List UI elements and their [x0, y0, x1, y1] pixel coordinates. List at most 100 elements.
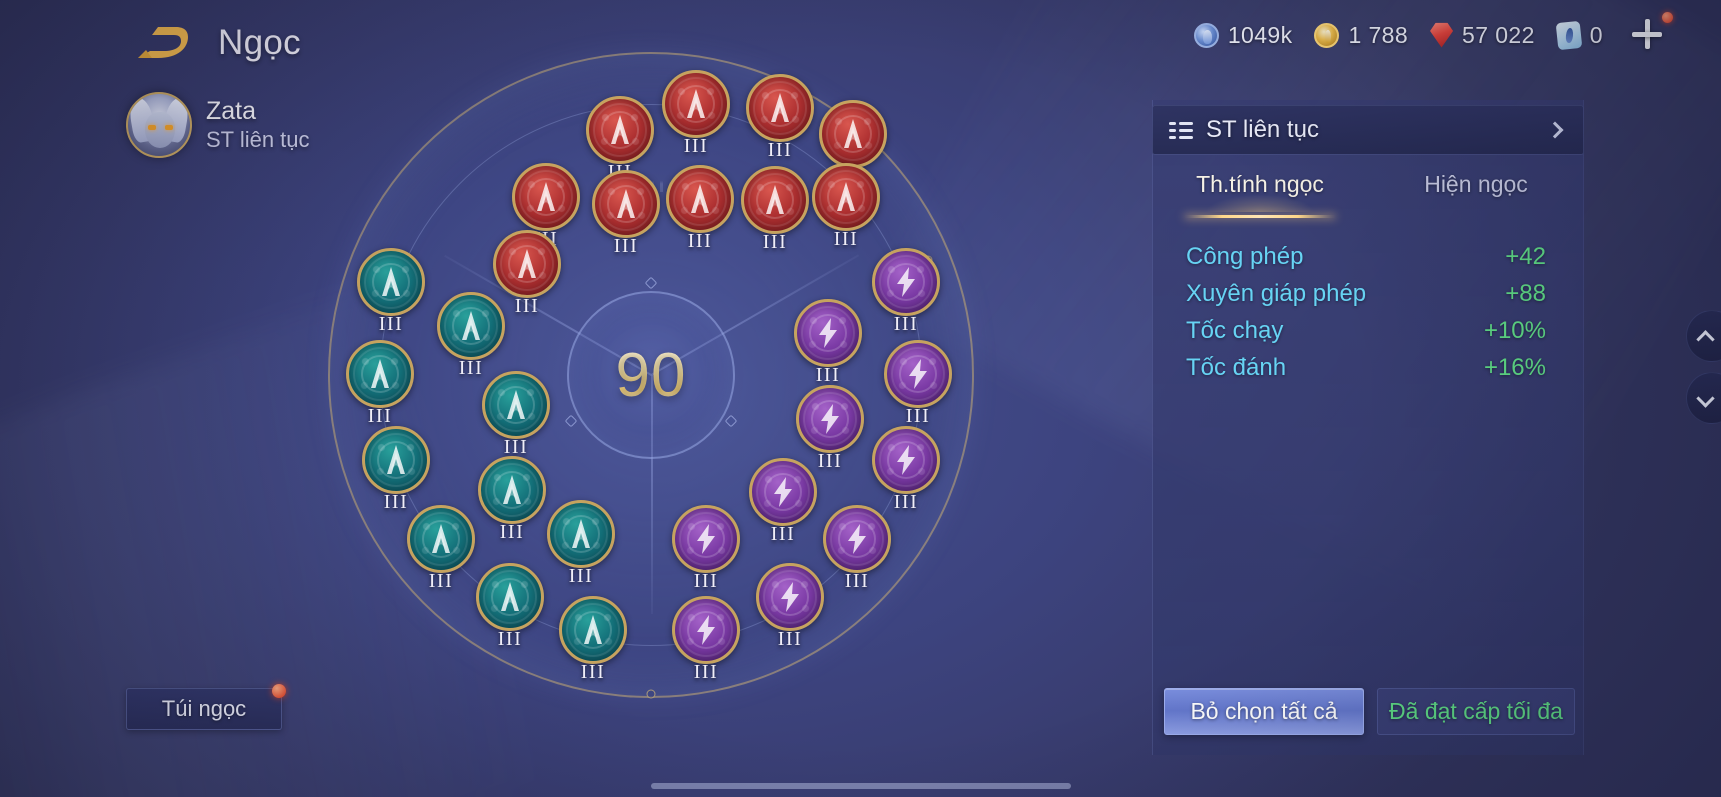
emblem-token[interactable]: III: [741, 166, 809, 253]
emblem-token-tier: III: [893, 313, 919, 335]
emblem-bag-label: Túi ngọc: [161, 696, 247, 721]
emblem-token-disc: [884, 340, 952, 408]
currency-bar: 1049k 1 788 57 022 0: [1193, 18, 1603, 52]
hero-subtitle: ST liên tục: [206, 126, 310, 152]
emblem-token[interactable]: III: [362, 426, 430, 513]
emblem-token[interactable]: III: [437, 292, 505, 379]
emblem-bag-button[interactable]: Túi ngọc: [126, 684, 286, 730]
emblem-token-disc: [662, 70, 730, 138]
stat-label: Tốc chạy: [1186, 316, 1284, 344]
panel-tabs: Th.tính ngọc Hiện ngọc: [1152, 168, 1584, 220]
hero-summary[interactable]: Zata ST liên tục: [126, 92, 310, 158]
emblem-token[interactable]: III: [586, 96, 654, 183]
stat-value: +16%: [1483, 353, 1546, 381]
tab-show-emblem[interactable]: Hiện ngọc: [1424, 171, 1528, 197]
emblem-token-disc: [672, 596, 740, 664]
emblem-token[interactable]: III: [672, 596, 740, 683]
emblem-token-pattern: [490, 379, 542, 431]
currency-battle-points[interactable]: 1049k: [1193, 22, 1293, 49]
emblem-token[interactable]: III: [756, 563, 824, 650]
emblem-level-value: 90: [615, 340, 687, 410]
emblem-token-tier: III: [693, 661, 719, 683]
attack-rune-icon: [485, 374, 547, 436]
currency-value: 57 022: [1462, 21, 1535, 48]
emblem-token-disc: [672, 505, 740, 573]
emblem-token-tier: III: [762, 231, 788, 253]
wheel-spoke: [651, 375, 653, 614]
emblem-token[interactable]: III: [407, 505, 475, 592]
emblem-token[interactable]: III: [346, 340, 414, 427]
emblem-token[interactable]: III: [592, 170, 660, 257]
emblem-token[interactable]: III: [512, 163, 580, 250]
emblem-token[interactable]: III: [746, 74, 814, 161]
attack-rune-icon: [479, 566, 541, 628]
emblem-token[interactable]: III: [884, 340, 952, 427]
emblem-token-disc: [482, 371, 550, 439]
emblem-token[interactable]: III: [796, 385, 864, 472]
emblem-token-tier: III: [378, 313, 404, 335]
currency-value: 0: [1589, 21, 1603, 48]
emblem-token-disc: [493, 230, 561, 298]
stat-row: Tốc đánh +16%: [1152, 349, 1584, 386]
emblem-token[interactable]: III: [662, 70, 730, 157]
emblem-token-tier: III: [687, 230, 713, 252]
currency-diamonds[interactable]: 57 022: [1430, 22, 1535, 49]
attack-rune-icon: [410, 508, 472, 570]
stat-value: +10%: [1483, 316, 1546, 344]
panel-header[interactable]: ST liên tục: [1152, 105, 1584, 155]
emblem-token[interactable]: III: [872, 426, 940, 513]
attack-rune-icon: [749, 77, 811, 139]
attack-rune-icon: [360, 251, 422, 313]
emblem-token[interactable]: III: [493, 230, 561, 317]
attack-rune-icon: [595, 173, 657, 235]
emblem-token[interactable]: III: [357, 248, 425, 335]
emblem-token[interactable]: III: [476, 563, 544, 650]
attack-rune-icon: [744, 169, 806, 231]
emblem-token-tier: III: [503, 436, 529, 458]
emblem-token[interactable]: III: [482, 371, 550, 458]
deselect-all-button[interactable]: Bỏ chọn tất cả: [1164, 687, 1364, 735]
emblem-token-tier: III: [770, 523, 796, 545]
emblem-token[interactable]: III: [812, 163, 880, 250]
emblem-token[interactable]: III: [749, 458, 817, 545]
emblem-token-pattern: [486, 464, 538, 516]
emblem-token-disc: [756, 563, 824, 631]
scroll-up-button[interactable]: [1686, 310, 1721, 362]
emblem-token[interactable]: III: [547, 500, 615, 587]
emblem-token[interactable]: III: [478, 456, 546, 543]
emblem-token-tier: III: [568, 565, 594, 587]
add-currency-button[interactable]: [1625, 12, 1669, 56]
tab-emblem-attributes[interactable]: Th.tính ngọc: [1152, 168, 1368, 220]
currency-fragments[interactable]: 0: [1555, 20, 1603, 50]
stat-row: Tốc chạy +10%: [1152, 312, 1584, 349]
emblem-token[interactable]: III: [819, 100, 887, 187]
emblem-token-disc: [478, 456, 546, 524]
emblem-token-tier: III: [777, 628, 803, 650]
lightning-rune-icon: [799, 388, 861, 450]
emblem-token-tier: III: [893, 491, 919, 513]
attack-rune-icon: [562, 599, 624, 661]
emblem-token[interactable]: III: [823, 505, 891, 592]
emblem-token-pattern: [567, 604, 619, 656]
emblem-token-tier: III: [497, 628, 523, 650]
emblem-logo-icon: [130, 22, 202, 66]
emblem-token[interactable]: III: [794, 299, 862, 386]
emblem-token-disc: [346, 340, 414, 408]
chevron-right-icon: [1546, 121, 1564, 139]
emblem-token-pattern: [594, 104, 646, 156]
emblem-token[interactable]: III: [559, 596, 627, 683]
lightning-rune-icon: [752, 461, 814, 523]
scroll-down-button[interactable]: [1686, 372, 1721, 424]
emblem-token[interactable]: III: [666, 165, 734, 252]
emblem-token-tier: III: [815, 364, 841, 386]
currency-tickets[interactable]: 1 788: [1314, 22, 1408, 49]
emblem-token-pattern: [354, 348, 406, 400]
lightning-rune-icon: [675, 508, 737, 570]
avatar: [126, 92, 192, 158]
panel-footer: Bỏ chọn tất cả Đã đạt cấp tối đa: [1152, 668, 1584, 754]
bottom-scroll-indicator[interactable]: [650, 783, 1071, 789]
emblem-token[interactable]: III: [872, 248, 940, 335]
wheel-tick: [646, 689, 656, 699]
emblem-token[interactable]: III: [672, 505, 740, 592]
